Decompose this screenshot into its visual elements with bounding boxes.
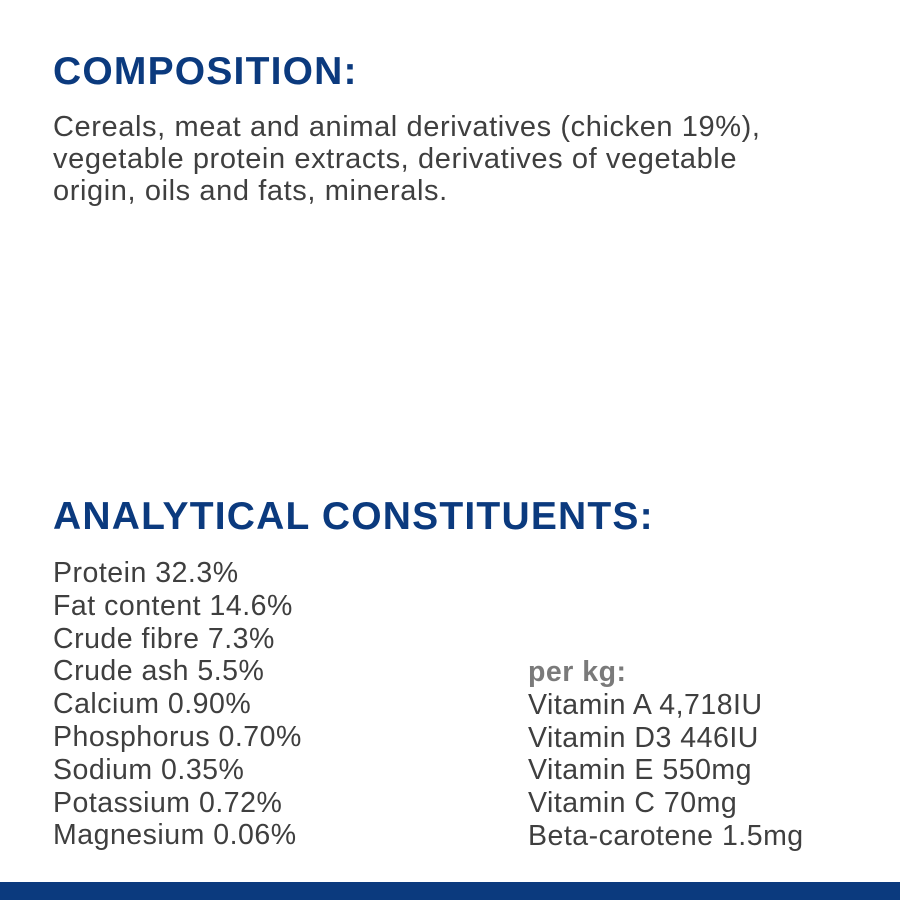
analytical-heading: ANALYTICAL CONSTITUENTS: — [53, 495, 654, 538]
constituent-item: Calcium 0.90% — [53, 688, 252, 721]
per-kg-list: per kg: Vitamin A 4,718IU Vitamin D3 446… — [528, 656, 804, 853]
constituent-item: Crude fibre 7.3% — [53, 622, 275, 655]
per-kg-item: Beta-carotene 1.5mg — [528, 819, 804, 852]
per-kg-label: per kg: — [528, 656, 627, 688]
footer-bar — [0, 882, 900, 900]
constituent-item: Sodium 0.35% — [53, 753, 245, 786]
composition-line: vegetable protein extracts, derivatives … — [53, 143, 738, 175]
composition-text: Cereals, meat and animal derivatives (ch… — [53, 111, 761, 207]
per-kg-item: Vitamin D3 446IU — [528, 721, 759, 754]
constituent-item: Phosphorus 0.70% — [53, 720, 302, 753]
constituent-item: Potassium 0.72% — [53, 786, 283, 819]
constituents-list: Protein 32.3% Fat content 14.6% Crude fi… — [53, 557, 302, 852]
constituent-item: Fat content 14.6% — [53, 589, 293, 622]
constituent-item: Crude ash 5.5% — [53, 655, 265, 688]
constituent-item: Protein 32.3% — [53, 557, 239, 589]
composition-line: origin, oils and fats, minerals. — [53, 175, 448, 207]
composition-line: Cereals, meat and animal derivatives (ch… — [53, 111, 761, 143]
per-kg-item: Vitamin E 550mg — [528, 754, 753, 787]
composition-heading: COMPOSITION: — [53, 50, 358, 93]
per-kg-item: Vitamin C 70mg — [528, 787, 738, 820]
constituent-item: Magnesium 0.06% — [53, 819, 297, 852]
per-kg-item: Vitamin A 4,718IU — [528, 688, 763, 721]
